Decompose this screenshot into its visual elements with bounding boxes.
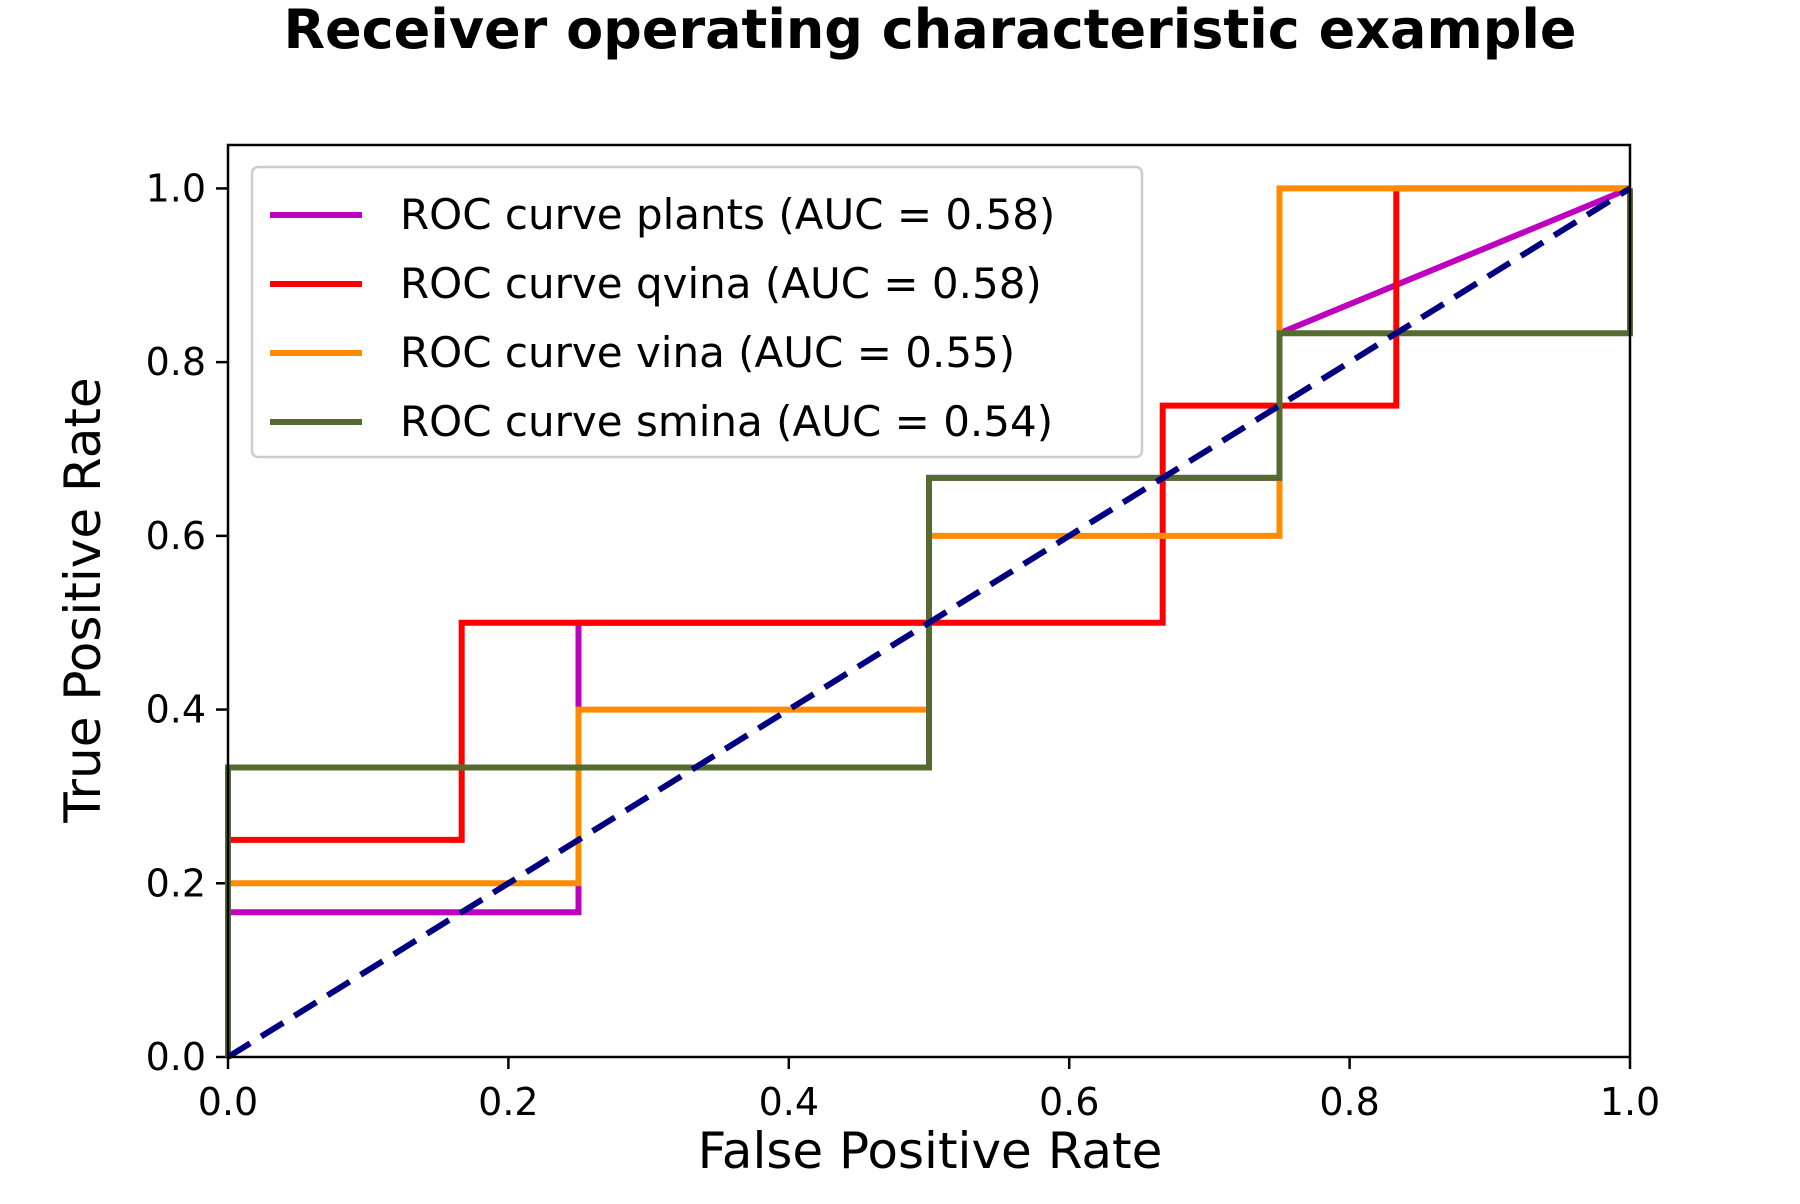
y-tick-label: 0.8: [146, 340, 206, 384]
y-tick-label: 0.2: [146, 861, 206, 905]
y-tick-label: 0.4: [146, 688, 206, 732]
legend-box: [250, 165, 1144, 459]
y-axis-label: True Positive Rate: [54, 377, 112, 823]
x-tick-label: 0.0: [198, 1080, 258, 1124]
x-axis-ticks: 0.0 0.2 0.4 0.6 0.8 1.0: [198, 1057, 1660, 1124]
legend-label-1: ROC curve plants (AUC = 0.58): [400, 190, 1055, 239]
reference-diagonal-line: [226, 185, 1632, 1060]
x-tick-label: 0.4: [759, 1080, 819, 1124]
y-tick-label: 0.0: [146, 1035, 206, 1079]
legend-label-3: ROC curve vina (AUC = 0.55): [400, 328, 1015, 377]
legend-label-2: ROC curve qvina (AUC = 0.58): [400, 259, 1042, 308]
y-tick-label: 1.0: [146, 166, 206, 210]
y-tick-label: 0.6: [146, 514, 206, 558]
x-tick-label: 0.8: [1319, 1080, 1379, 1124]
roc-series-line-2: [225, 185, 1630, 1057]
legend: ROC curve plants (AUC = 0.58) ROC curve q…: [250, 165, 1144, 459]
x-tick-label: 1.0: [1600, 1080, 1660, 1124]
chart-title: Receiver operating characteristic exampl…: [283, 0, 1576, 61]
x-axis-label: False Positive Rate: [698, 1122, 1163, 1180]
legend-label-4: ROC curve smina (AUC = 0.54): [400, 397, 1053, 446]
x-tick-label: 0.2: [478, 1080, 538, 1124]
y-axis-ticks: 0.0 0.2 0.4 0.6 0.8 1.0: [146, 166, 228, 1079]
plot-frame: [226, 143, 1632, 1059]
x-tick-label: 0.6: [1039, 1080, 1099, 1124]
roc-series-line-4: [225, 188, 1633, 1057]
